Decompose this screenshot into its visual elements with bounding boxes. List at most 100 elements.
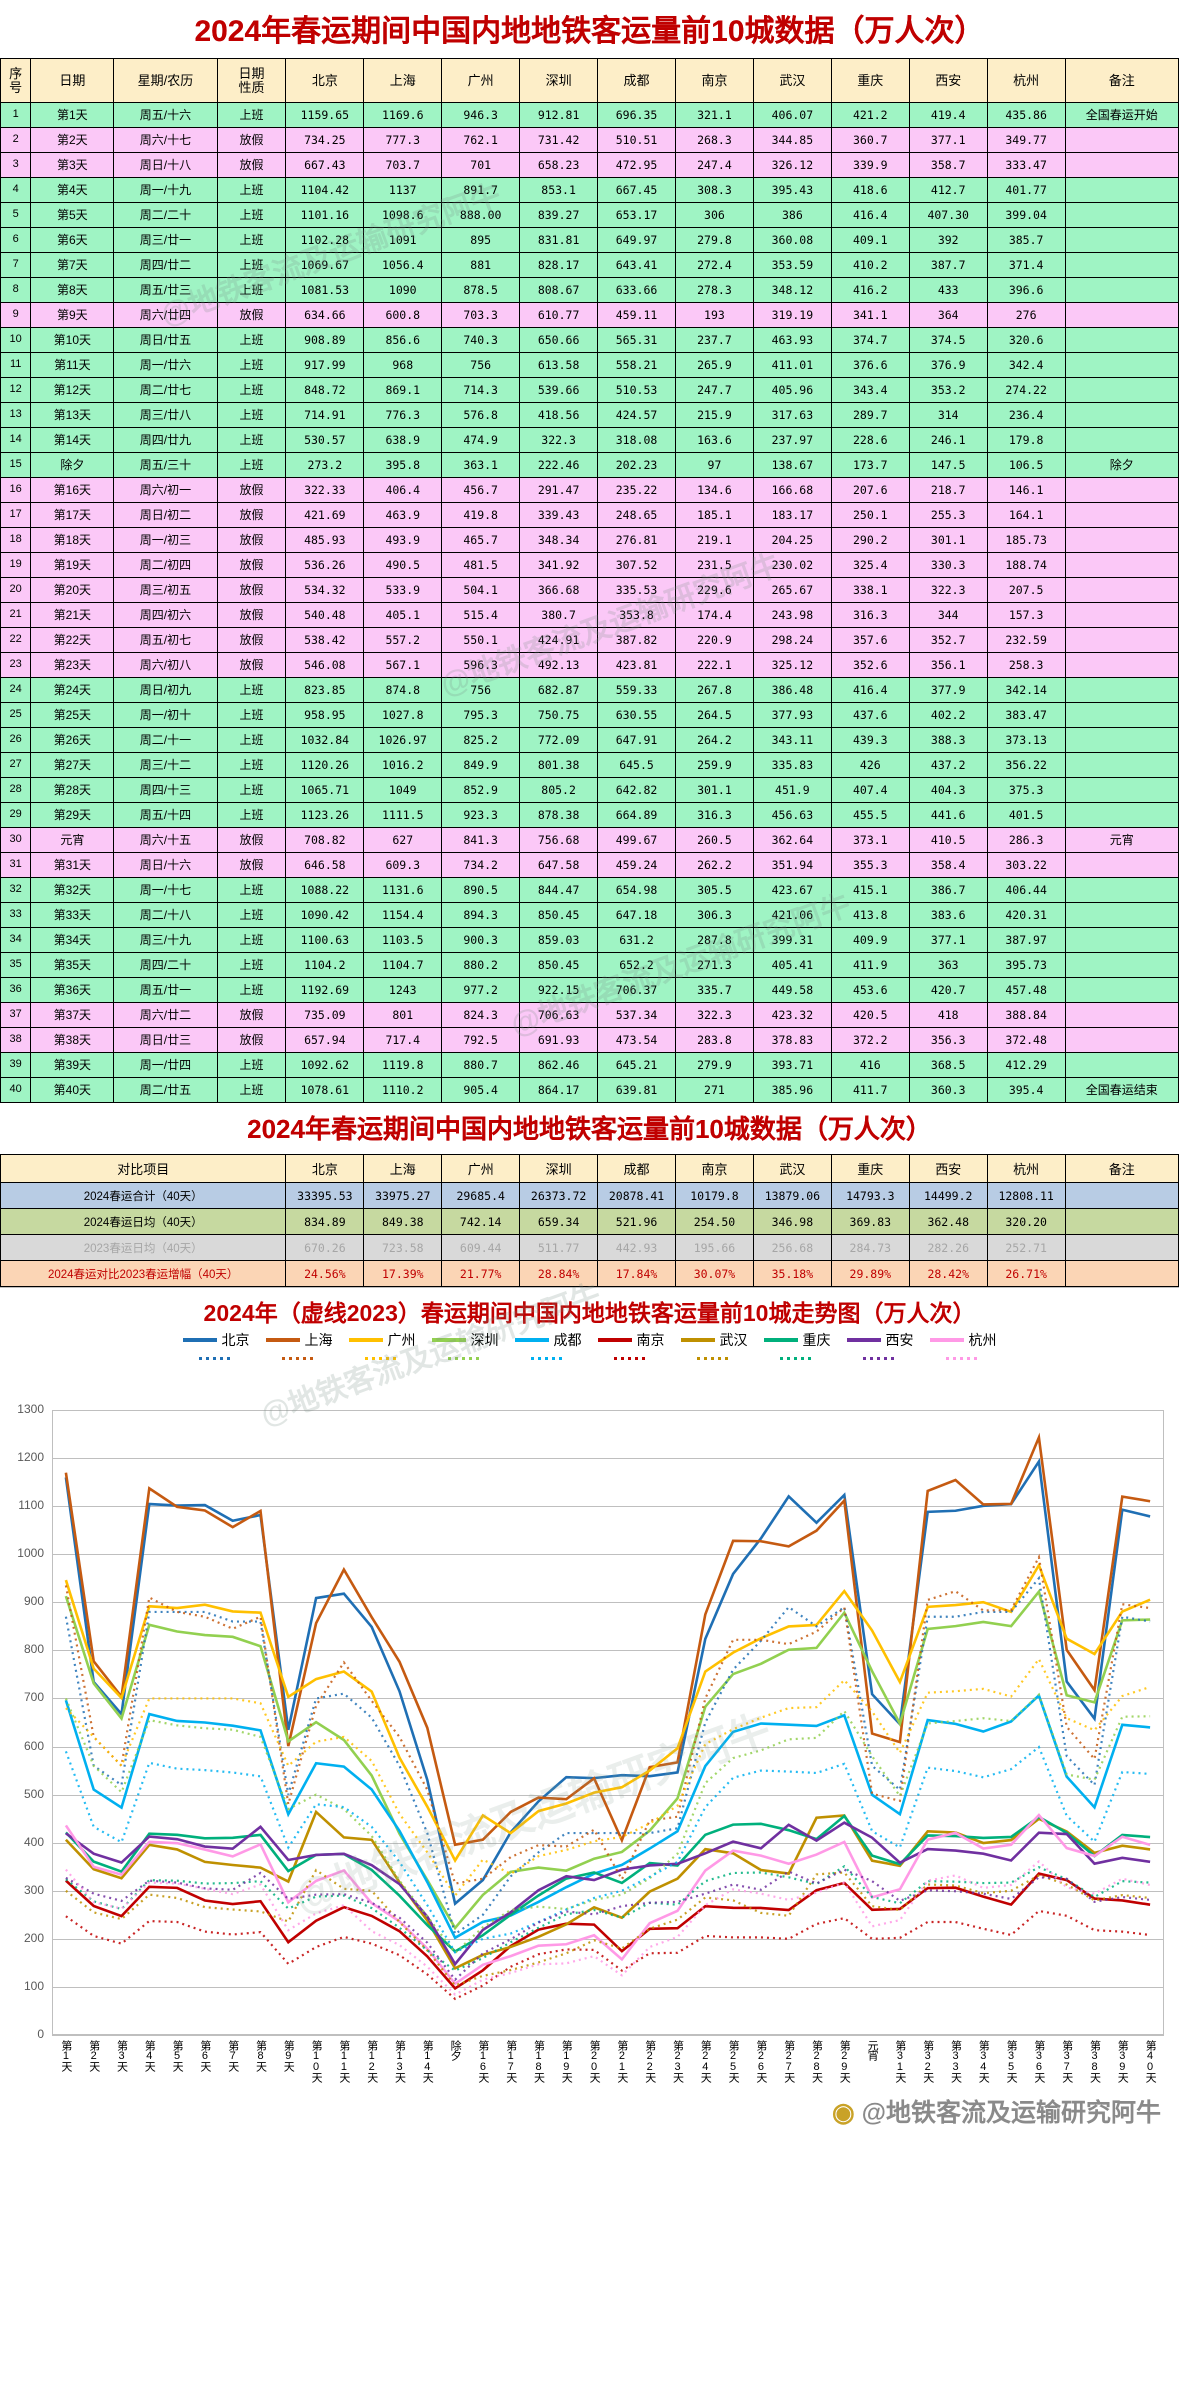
table-cell: 714.91: [285, 402, 365, 428]
table-cell: 1119.8: [363, 1052, 443, 1078]
table-cell: 22: [0, 627, 32, 653]
col-header-11: 重庆: [830, 58, 910, 103]
table-cell: 530.57: [285, 427, 365, 453]
table-row: 11 第11天 周一/廿六 上班 917.99 968 756 613.58 558.21 265…: [0, 352, 1179, 378]
summary-header-row: 对比项目 北京 上海 广州 深圳 成都 南京 武汉 重庆 西安 杭州 备注: [0, 1154, 1179, 1183]
chart-title: 2024年（虚线2023）春运期间中国内地地铁客运量前10城走势图（万人次）: [203, 1300, 976, 1326]
x-tick-label: 第28天: [810, 2040, 823, 2082]
page-title: 2024年春运期间中国内地地铁客运量前10城数据（万人次）: [194, 15, 985, 48]
table-cell: 1032.84: [285, 727, 365, 753]
col-header-7: 深圳: [519, 58, 599, 103]
x-tick-label: 第19天: [560, 2040, 573, 2082]
series-line-上海-2024: [66, 1437, 1150, 1844]
x-tick-label: 第17天: [504, 2040, 517, 2082]
table-cell: 306: [674, 202, 754, 228]
table-cell: [1064, 977, 1179, 1003]
table-cell: 322.3: [674, 1002, 754, 1028]
table-cell: 418.56: [519, 402, 599, 428]
table-cell: 373.1: [830, 827, 910, 853]
table-cell: 342.4: [986, 352, 1066, 378]
table-cell: 第18天: [30, 527, 115, 553]
table-cell: 1098.6: [363, 202, 443, 228]
table-cell: 890.5: [441, 877, 521, 903]
table-cell: 上班: [216, 777, 287, 803]
legend-dashed-swatch-icon: [448, 1357, 482, 1360]
table-row: 15 除夕 周五/三十 上班 273.2 395.8 363.1 222.46 202.23 97…: [0, 452, 1179, 478]
table-cell: 上班: [216, 727, 287, 753]
table-cell: 869.1: [363, 377, 443, 403]
series-line-北京-2023: [66, 1578, 1150, 1934]
table-cell: 550.1: [441, 627, 521, 653]
col-header-2: 星期/农历: [113, 58, 218, 103]
table-cell: 放假: [216, 602, 287, 628]
table-cell: 放假: [216, 502, 287, 528]
table-cell: 958.95: [285, 702, 365, 728]
legend-label: 上海: [304, 1332, 333, 1348]
table-cell: 276.81: [597, 527, 676, 553]
table-cell: 538.42: [285, 627, 365, 653]
y-tick-label: 500: [23, 1786, 44, 1801]
table-cell: [1064, 727, 1179, 753]
table-cell: 35: [0, 952, 32, 978]
table-cell: 259.9: [674, 752, 754, 778]
table-cell: 1192.69: [285, 977, 365, 1003]
table-cell: 664.89: [597, 802, 676, 828]
table-row: 18 第18天 周一/初三 放假 485.93 493.9 465.7 348.34 276.8…: [0, 527, 1179, 553]
table-cell: 493.9: [363, 527, 443, 553]
table-cell: 596.3: [441, 652, 521, 678]
gridline: [52, 1746, 1164, 1748]
table-cell: 放假: [216, 827, 287, 853]
table-cell: 407.30: [908, 202, 988, 228]
table-cell: 420.7: [908, 977, 988, 1003]
table-cell: 207.6: [830, 477, 910, 503]
summary-col-header-7: 武汉: [752, 1154, 832, 1183]
table-cell: 647.58: [519, 852, 599, 878]
table-row: 8 第8天 周五/廿三 上班 1081.53 1090 878.5 808.67 633.66 2…: [0, 277, 1179, 303]
x-tick-label: 第25天: [727, 2040, 740, 2082]
series-line-南京-2024: [66, 1874, 1150, 1989]
table-cell: 290.2: [830, 527, 910, 553]
table-cell: 279.9: [674, 1052, 754, 1078]
table-cell: 第35天: [30, 952, 115, 978]
table-cell: 185.73: [986, 527, 1066, 553]
table-cell: 515.4: [441, 602, 521, 628]
table-cell: 341.1: [830, 302, 910, 328]
table-cell: 682.87: [519, 677, 599, 703]
x-tick-label: 第36天: [1032, 2040, 1045, 2082]
table-cell: 258.3: [986, 652, 1066, 678]
table-cell: 1078.61: [285, 1077, 365, 1103]
table-cell: 23: [0, 652, 32, 678]
table-cell: 388.3: [908, 727, 988, 753]
table-cell: 193: [674, 302, 754, 328]
table-cell: [1064, 677, 1179, 703]
table-cell: 36: [0, 977, 32, 1003]
table-cell: 385.96: [752, 1077, 832, 1103]
table-cell: 周三/廿八: [113, 402, 218, 428]
table-cell: 649.97: [597, 227, 676, 253]
series-line-西安-2023: [66, 1870, 1150, 1980]
table-cell: 358.4: [908, 852, 988, 878]
table-cell: 852.9: [441, 777, 521, 803]
table-cell: 717.4: [363, 1027, 443, 1053]
table-cell: 上班: [216, 1077, 287, 1103]
table-cell: 456.7: [441, 477, 521, 503]
table-cell: 801.38: [519, 752, 599, 778]
table-cell: 411.9: [830, 952, 910, 978]
table-cell: 395.8: [363, 452, 443, 478]
x-tick-label: 第23天: [671, 2040, 684, 2082]
table-cell: 654.98: [597, 877, 676, 903]
table-cell: 465.7: [441, 527, 521, 553]
table-cell: 404.3: [908, 777, 988, 803]
table-cell: 周一/廿四: [113, 1052, 218, 1078]
x-tick-label: 第37天: [1060, 2040, 1073, 2082]
gridline: [52, 1554, 1164, 1556]
table-cell: 第6天: [30, 227, 115, 253]
table-cell: [1064, 552, 1179, 578]
table-cell: 387.97: [986, 927, 1066, 953]
table-cell: 330.3: [908, 552, 988, 578]
table-cell: 441.6: [908, 802, 988, 828]
table-cell: 631.2: [597, 927, 676, 953]
legend-item-上海: 上海: [265, 1330, 333, 1360]
table-cell: 32: [0, 877, 32, 903]
table-row: 14 第14天 周四/廿九 上班 530.57 638.9 474.9 322.3 318.08…: [0, 427, 1179, 453]
